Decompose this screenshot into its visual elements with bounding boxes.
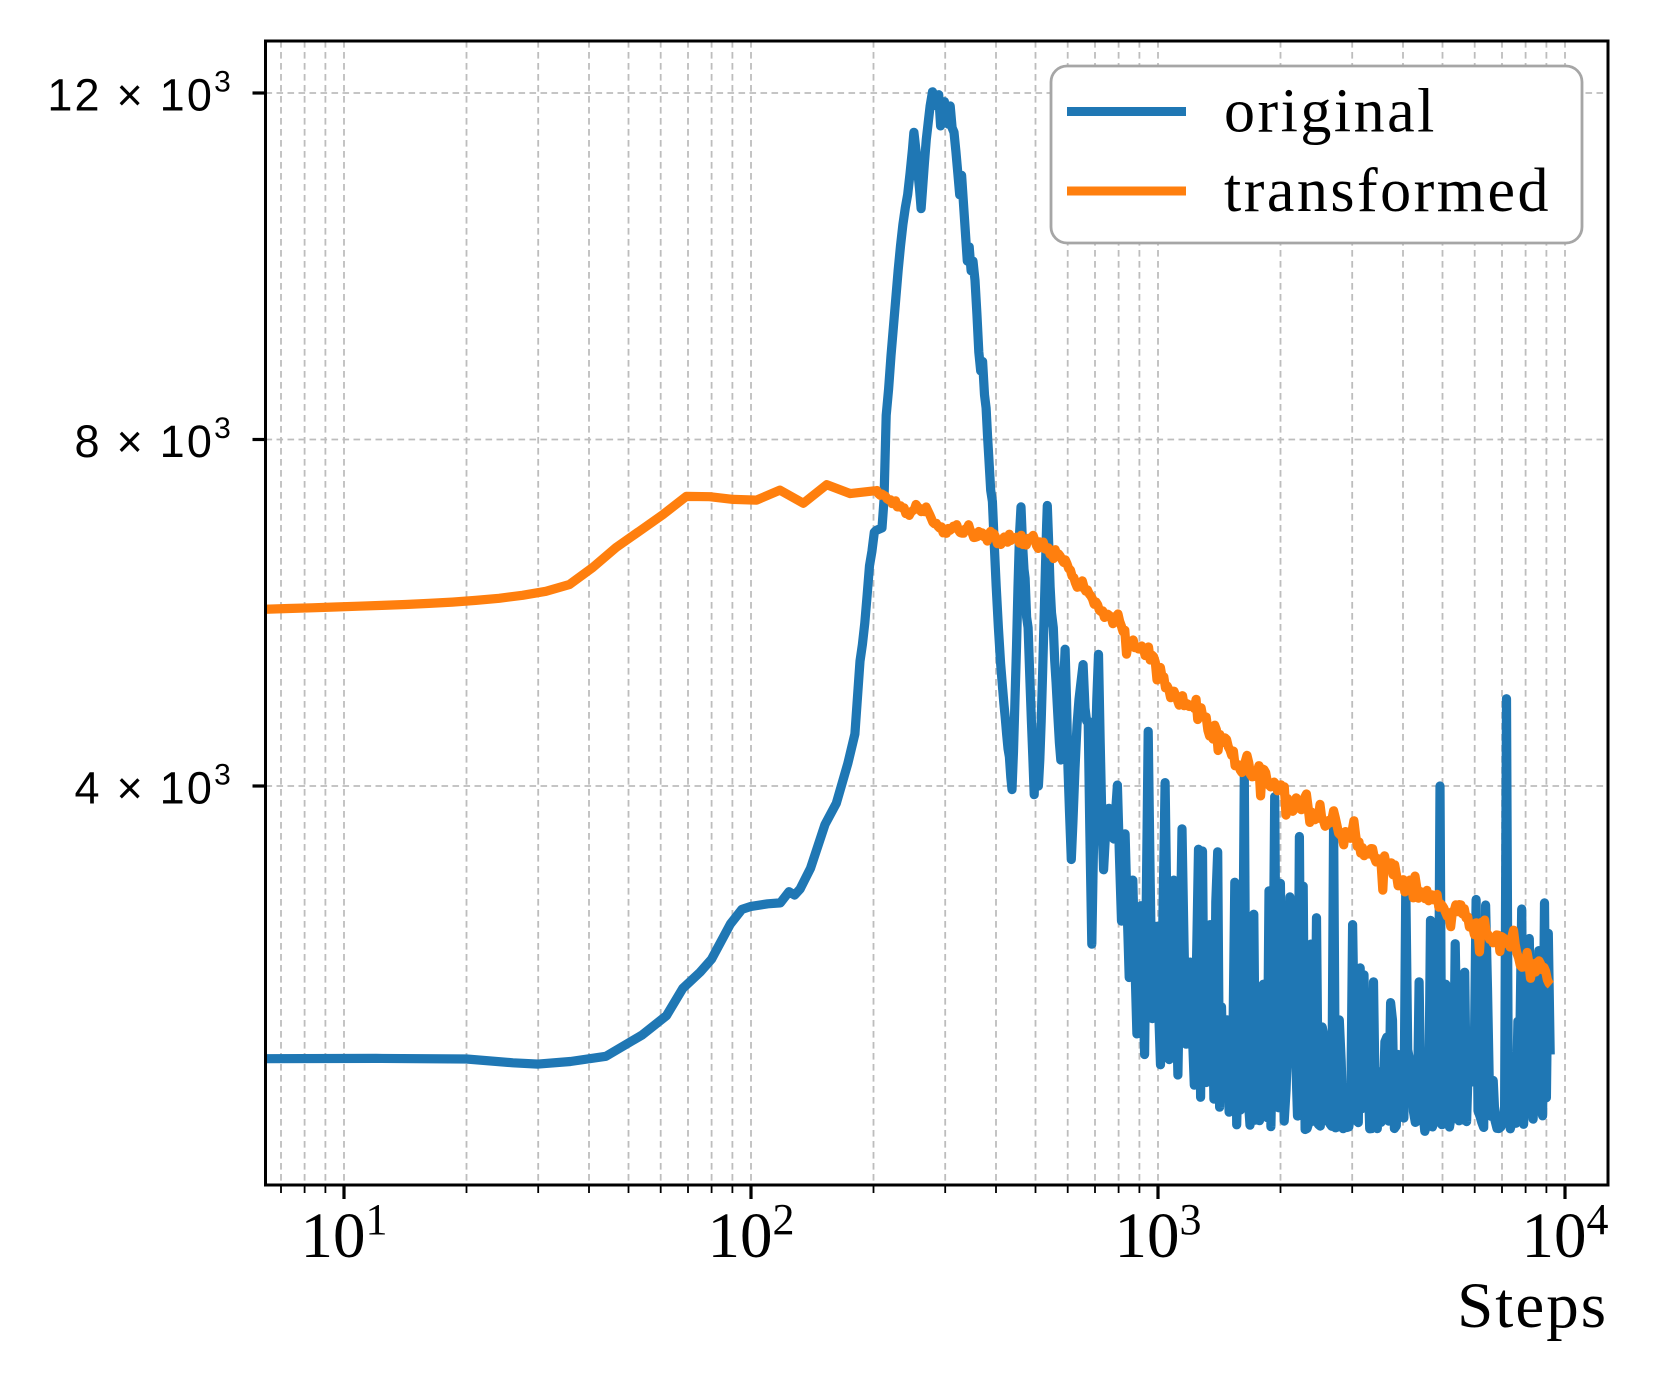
svg-text:12 × 103: 12 × 103 — [47, 66, 233, 121]
svg-text:4 × 103: 4 × 103 — [75, 759, 233, 814]
svg-text:8 × 103: 8 × 103 — [75, 412, 233, 467]
svg-text:transformed: transformed — [1224, 157, 1551, 225]
svg-text:original: original — [1224, 78, 1437, 146]
svg-text:Steps: Steps — [1457, 1270, 1608, 1342]
